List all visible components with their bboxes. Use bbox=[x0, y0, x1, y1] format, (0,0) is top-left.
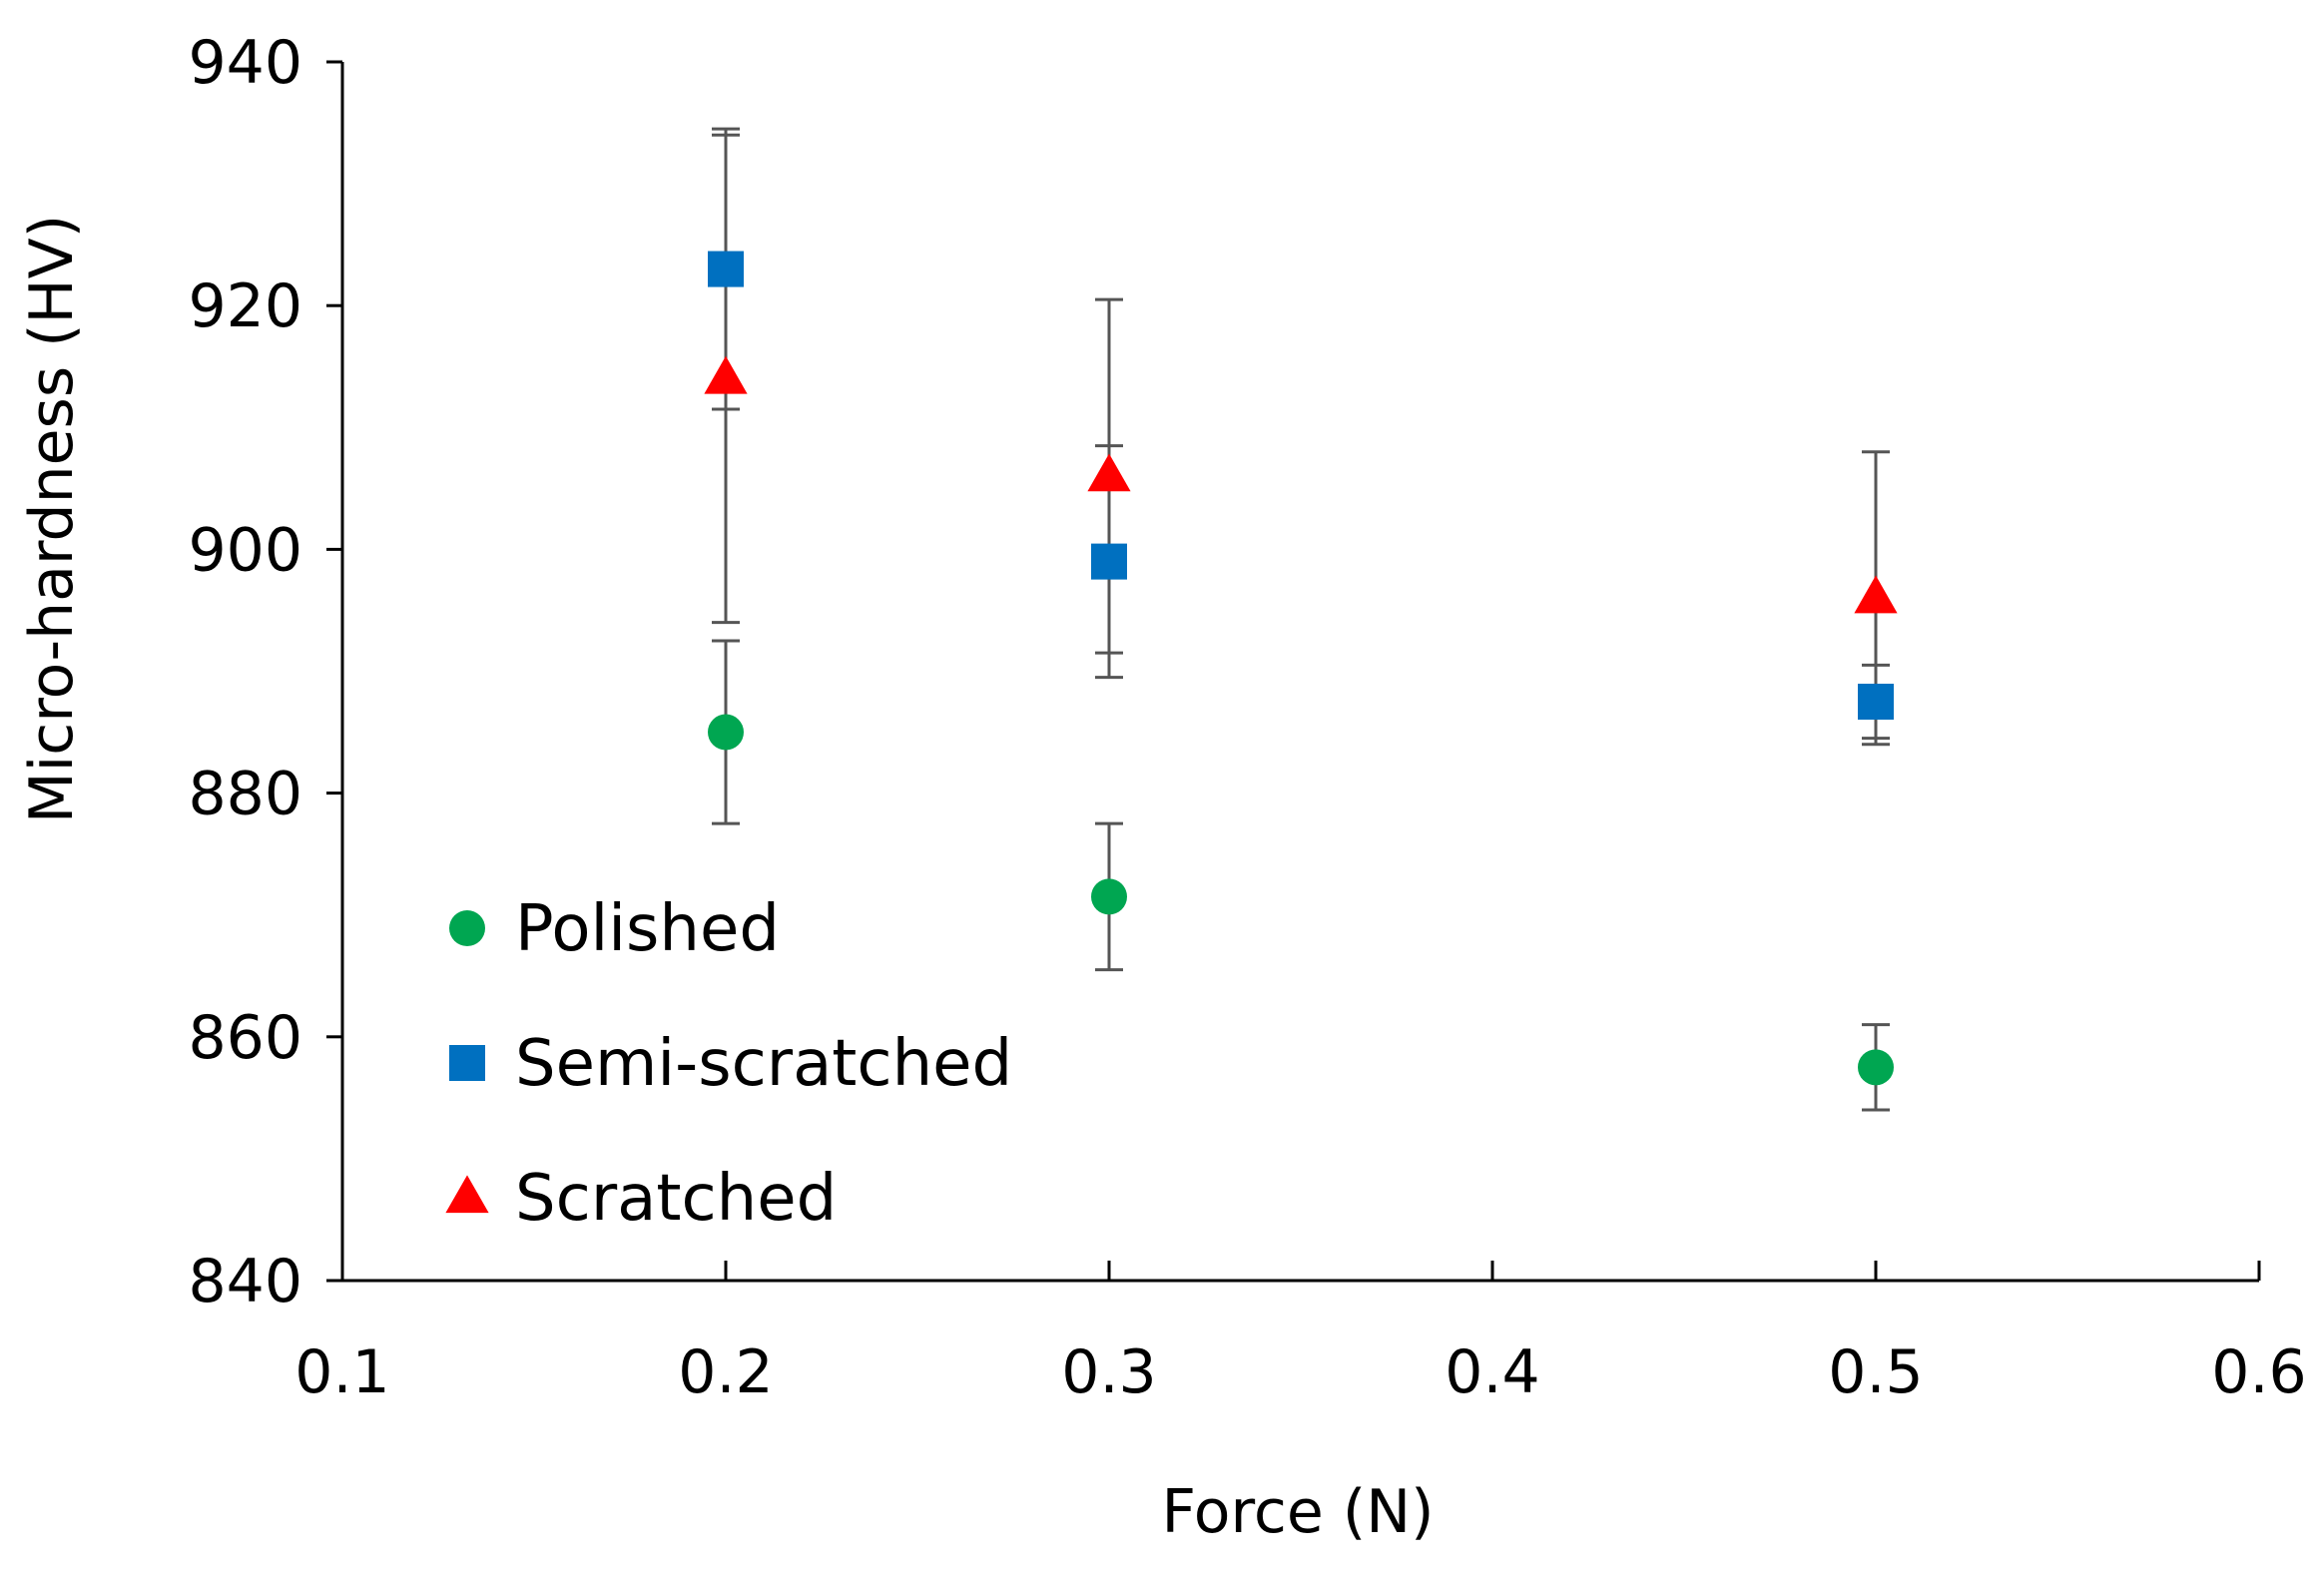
legend-semi-scratched-label: Semi-scratched bbox=[515, 1027, 1012, 1101]
scratched-point bbox=[704, 355, 748, 394]
y-tick-label: 860 bbox=[188, 1003, 302, 1073]
legend-scratched-label: Scratched bbox=[515, 1162, 837, 1236]
semi-scratched-point bbox=[1858, 684, 1894, 721]
legend-semi-scratched-marker bbox=[449, 1045, 485, 1081]
y-tick-label: 900 bbox=[188, 515, 302, 585]
y-axis-title: Micro-hardness (HV) bbox=[17, 215, 87, 823]
semi-scratched-point bbox=[1091, 543, 1127, 580]
data-markers bbox=[704, 251, 1898, 1086]
axes: 840 860 880 900 920 940 0.1 0.2 0.3 0.4 0.5 0.6 bbox=[188, 28, 2306, 1407]
legend-polished-marker bbox=[449, 910, 485, 946]
legend-scratched-marker bbox=[445, 1175, 489, 1214]
y-tick-label: 920 bbox=[188, 271, 302, 341]
legend-polished-label: Polished bbox=[515, 892, 780, 966]
scratched-point bbox=[1087, 453, 1131, 492]
semi-scratched-point bbox=[708, 251, 744, 287]
legend: Polished Semi-scratched Scratched bbox=[445, 892, 1012, 1236]
x-tick-label: 0.2 bbox=[678, 1337, 773, 1407]
error-bars bbox=[712, 127, 1890, 1112]
x-tick-label: 0.6 bbox=[2211, 1337, 2306, 1407]
x-tick-label: 0.3 bbox=[1061, 1337, 1156, 1407]
scratched-point bbox=[1854, 575, 1898, 614]
x-tick-label: 0.5 bbox=[1828, 1337, 1923, 1407]
polished-point bbox=[708, 714, 744, 751]
polished-point bbox=[1858, 1049, 1894, 1086]
x-tick-label: 0.1 bbox=[294, 1337, 389, 1407]
x-tick-label: 0.4 bbox=[1445, 1337, 1539, 1407]
y-tick-label: 880 bbox=[188, 760, 302, 829]
polished-point bbox=[1091, 878, 1127, 915]
y-tick-label: 940 bbox=[188, 28, 302, 98]
y-tick-label: 840 bbox=[188, 1247, 302, 1316]
x-axis-title: Force (N) bbox=[1161, 1477, 1434, 1547]
